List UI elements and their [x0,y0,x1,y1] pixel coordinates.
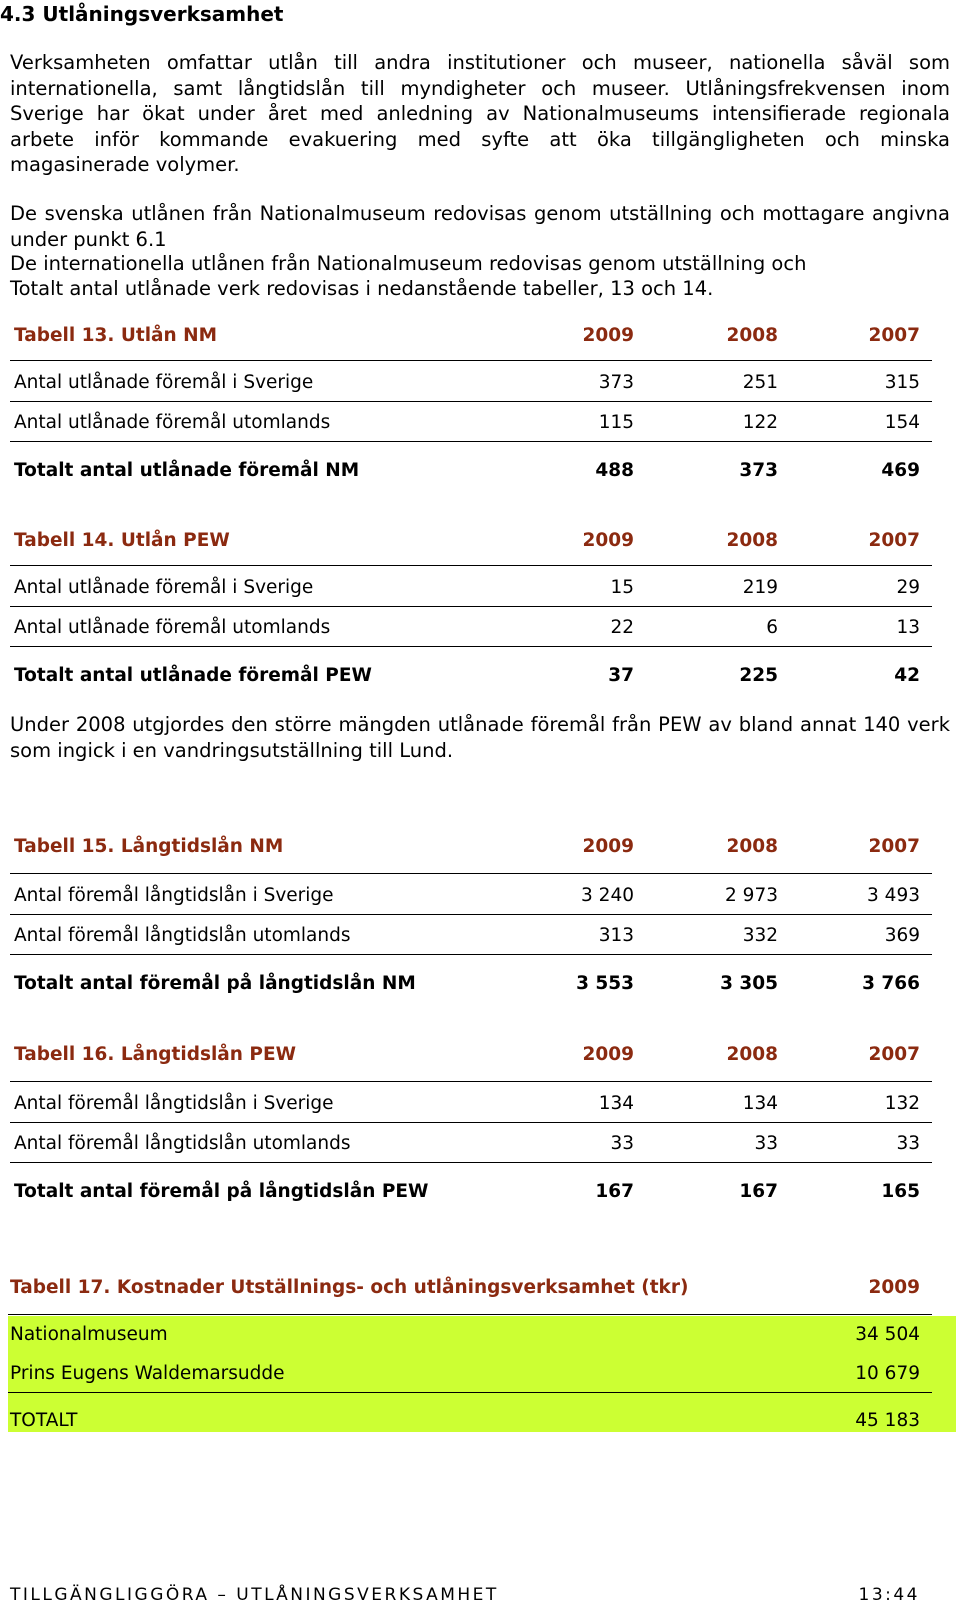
cell-value: 33 [754,1133,778,1154]
total-value: 167 [739,1181,778,1202]
year-header: 2007 [868,325,921,346]
cell-value: 154 [884,412,920,433]
page-number: 13:44 [858,1585,920,1605]
total-label: Totalt antal föremål på långtidslån PEW [14,1181,429,1202]
row-label: Antal utlånade föremål i Sverige [14,372,314,393]
total-loans-line: Totalt antal utlånade verk redovisas i n… [10,277,714,300]
cell-value: 332 [742,925,778,946]
cell-value: 132 [884,1093,920,1114]
international-loans-line: De internationella utlånen från National… [10,252,807,275]
cell-value: 251 [742,372,778,393]
cell-value: 122 [742,412,778,433]
row-label: Antal föremål långtidslån utomlands [14,925,351,946]
total-value: 3 553 [576,973,634,994]
table-title: Tabell 13. Utlån NM [14,325,218,346]
year-header: 2008 [726,1044,779,1065]
total-value: 373 [739,460,778,481]
divider [10,1162,932,1163]
cell-value: 22 [610,617,634,638]
cell-value: 33 [896,1133,920,1154]
year-header: 2009 [868,1277,921,1298]
divider [10,606,932,607]
year-header: 2009 [582,325,635,346]
cell-value: 15 [610,577,634,598]
cell-value: 10 679 [855,1363,920,1384]
divider [8,1314,932,1315]
year-header: 2008 [726,325,779,346]
total-label: Totalt antal utlånade föremål NM [14,460,360,481]
row-label: Antal föremål långtidslån utomlands [14,1133,351,1154]
year-header: 2008 [726,836,779,857]
divider [10,914,932,915]
cell-value: 115 [598,412,634,433]
cell-value: 2 973 [725,885,778,906]
total-label: TOTALT [10,1410,78,1431]
year-header: 2008 [726,530,779,551]
total-value: 3 766 [862,973,920,994]
cell-value: 3 493 [867,885,920,906]
divider [10,441,932,442]
total-label: Totalt antal föremål på långtidslån NM [14,973,416,994]
footer-section-title: TILLGÄNGLIGGÖRA – UTLÅNINGSVERKSAMHET [10,1585,499,1605]
year-header: 2007 [868,1044,921,1065]
cell-value: 34 504 [855,1324,920,1345]
table-title: Tabell 14. Utlån PEW [14,530,230,551]
divider [10,360,932,361]
year-header: 2007 [868,530,921,551]
year-header: 2009 [582,1044,635,1065]
cell-value: 315 [884,372,920,393]
cell-value: 134 [598,1093,634,1114]
row-label: Antal föremål långtidslån i Sverige [14,885,334,906]
cell-value: 313 [598,925,634,946]
total-label: Totalt antal utlånade föremål PEW [14,665,372,686]
divider [10,646,932,647]
section-heading: 4.3 Utlåningsverksamhet [0,2,284,26]
total-value: 37 [608,665,634,686]
divider [10,401,932,402]
cell-value: 219 [742,577,778,598]
total-value: 167 [595,1181,634,1202]
cell-value: 3 240 [581,885,634,906]
intro-paragraph: Verksamheten omfattar utlån till andra i… [10,51,950,176]
cell-value: 369 [884,925,920,946]
row-label: Antal utlånade föremål i Sverige [14,577,314,598]
divider [10,1081,932,1082]
row-label: Antal utlånade föremål utomlands [14,412,331,433]
year-header: 2007 [868,836,921,857]
highlight-band [8,1316,956,1432]
total-value: 3 305 [720,973,778,994]
table-title: Tabell 15. Långtidslån NM [14,836,284,857]
pew-note-paragraph: Under 2008 utgjordes den större mängden … [10,713,950,762]
row-label: Nationalmuseum [10,1324,168,1345]
row-label: Prins Eugens Waldemarsudde [10,1363,285,1384]
cell-value: 33 [610,1133,634,1154]
cell-value: 13 [896,617,920,638]
total-value: 45 183 [855,1410,920,1431]
total-value: 488 [595,460,634,481]
total-value: 225 [739,665,778,686]
cell-value: 29 [896,577,920,598]
swedish-loans-paragraph: De svenska utlånen från Nationalmuseum r… [10,202,950,251]
row-label: Antal föremål långtidslån i Sverige [14,1093,334,1114]
year-header: 2009 [582,530,635,551]
total-value: 165 [881,1181,920,1202]
table-title: Tabell 16. Långtidslån PEW [14,1044,297,1065]
divider [10,954,932,955]
total-value: 42 [894,665,920,686]
total-value: 469 [881,460,920,481]
table-title: Tabell 17. Kostnader Utställnings- och u… [10,1277,689,1298]
divider [10,1122,932,1123]
divider [8,1392,932,1393]
row-label: Antal utlånade föremål utomlands [14,617,331,638]
cell-value: 134 [742,1093,778,1114]
divider [10,873,932,874]
cell-value: 373 [598,372,634,393]
year-header: 2009 [582,836,635,857]
divider [10,565,932,566]
cell-value: 6 [766,617,778,638]
